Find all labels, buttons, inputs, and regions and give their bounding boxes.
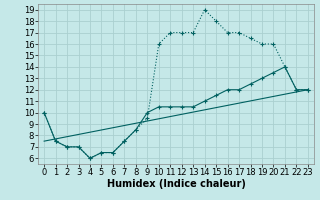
X-axis label: Humidex (Indice chaleur): Humidex (Indice chaleur) bbox=[107, 179, 245, 189]
